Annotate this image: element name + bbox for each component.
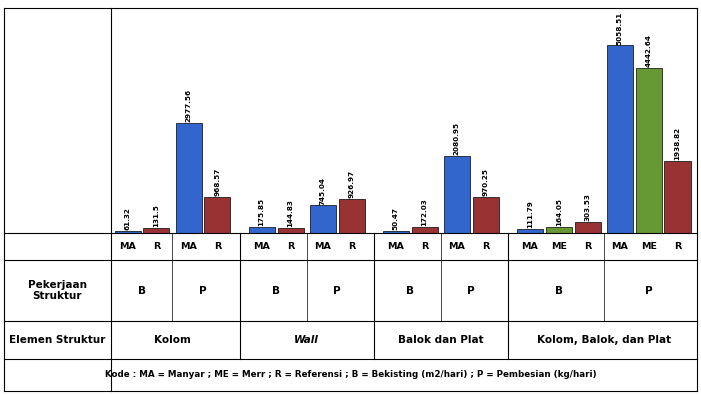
Text: 131.5: 131.5 <box>154 204 159 227</box>
Text: 2080.95: 2080.95 <box>454 122 460 155</box>
Bar <box>249 226 275 233</box>
Text: MA: MA <box>253 242 270 251</box>
Bar <box>310 205 336 233</box>
Text: 164.05: 164.05 <box>556 198 562 226</box>
Bar <box>175 122 202 233</box>
Bar <box>546 227 572 233</box>
Text: 970.25: 970.25 <box>483 168 489 196</box>
Text: 1938.82: 1938.82 <box>674 127 681 160</box>
Text: ME: ME <box>551 242 567 251</box>
Text: 111.79: 111.79 <box>527 200 533 228</box>
Text: 926.97: 926.97 <box>348 169 355 198</box>
Text: B: B <box>407 286 414 295</box>
Text: B: B <box>272 286 280 295</box>
Text: R: R <box>674 242 681 251</box>
Text: 968.57: 968.57 <box>215 168 220 196</box>
Text: MA: MA <box>522 242 538 251</box>
Text: B: B <box>138 286 146 295</box>
Text: R: R <box>482 242 489 251</box>
Text: Wall: Wall <box>294 335 319 345</box>
Text: Kolom: Kolom <box>154 335 191 345</box>
Text: 175.85: 175.85 <box>259 198 265 226</box>
Bar <box>607 45 633 233</box>
Text: P: P <box>199 286 207 295</box>
Text: 2977.56: 2977.56 <box>186 88 191 122</box>
Bar <box>114 231 141 233</box>
Text: ME: ME <box>641 242 657 251</box>
Text: MA: MA <box>611 242 628 251</box>
Text: 745.04: 745.04 <box>320 177 326 205</box>
Text: MA: MA <box>449 242 465 251</box>
Text: Elemen Struktur: Elemen Struktur <box>9 335 105 345</box>
Text: R: R <box>153 242 160 251</box>
Bar <box>144 228 170 233</box>
Bar <box>665 161 690 233</box>
Text: R: R <box>421 242 428 251</box>
Bar <box>339 199 365 233</box>
Bar <box>636 68 662 233</box>
Text: MA: MA <box>180 242 197 251</box>
Text: B: B <box>554 286 563 295</box>
Text: 172.03: 172.03 <box>422 198 428 226</box>
Bar <box>517 229 543 233</box>
Text: 5058.51: 5058.51 <box>617 11 622 45</box>
Text: MA: MA <box>314 242 331 251</box>
Text: R: R <box>348 242 355 251</box>
Text: 61.32: 61.32 <box>125 207 130 230</box>
Text: Kolom, Balok, dan Plat: Kolom, Balok, dan Plat <box>537 335 671 345</box>
Bar <box>411 227 437 233</box>
Bar <box>472 197 498 233</box>
Text: 144.83: 144.83 <box>287 199 294 227</box>
Text: 4442.64: 4442.64 <box>646 34 652 68</box>
Text: Balok dan Plat: Balok dan Plat <box>398 335 484 345</box>
Text: 303.53: 303.53 <box>585 193 591 221</box>
Text: MA: MA <box>119 242 136 251</box>
Text: R: R <box>584 242 592 251</box>
Text: 50.47: 50.47 <box>393 207 399 230</box>
Text: P: P <box>333 286 341 295</box>
Text: P: P <box>468 286 475 295</box>
Text: P: P <box>645 286 653 295</box>
Text: Kode : MA = Manyar ; ME = Merr ; R = Referensi ; B = Bekisting (m2/hari) ; P = P: Kode : MA = Manyar ; ME = Merr ; R = Ref… <box>104 371 597 379</box>
Bar <box>444 156 470 233</box>
Text: Pekerjaan
Struktur: Pekerjaan Struktur <box>28 280 87 301</box>
Text: R: R <box>287 242 294 251</box>
Text: R: R <box>214 242 221 251</box>
Text: MA: MA <box>388 242 404 251</box>
Bar <box>205 197 231 233</box>
Bar <box>278 228 304 233</box>
Bar <box>575 222 601 233</box>
Bar <box>383 231 409 233</box>
